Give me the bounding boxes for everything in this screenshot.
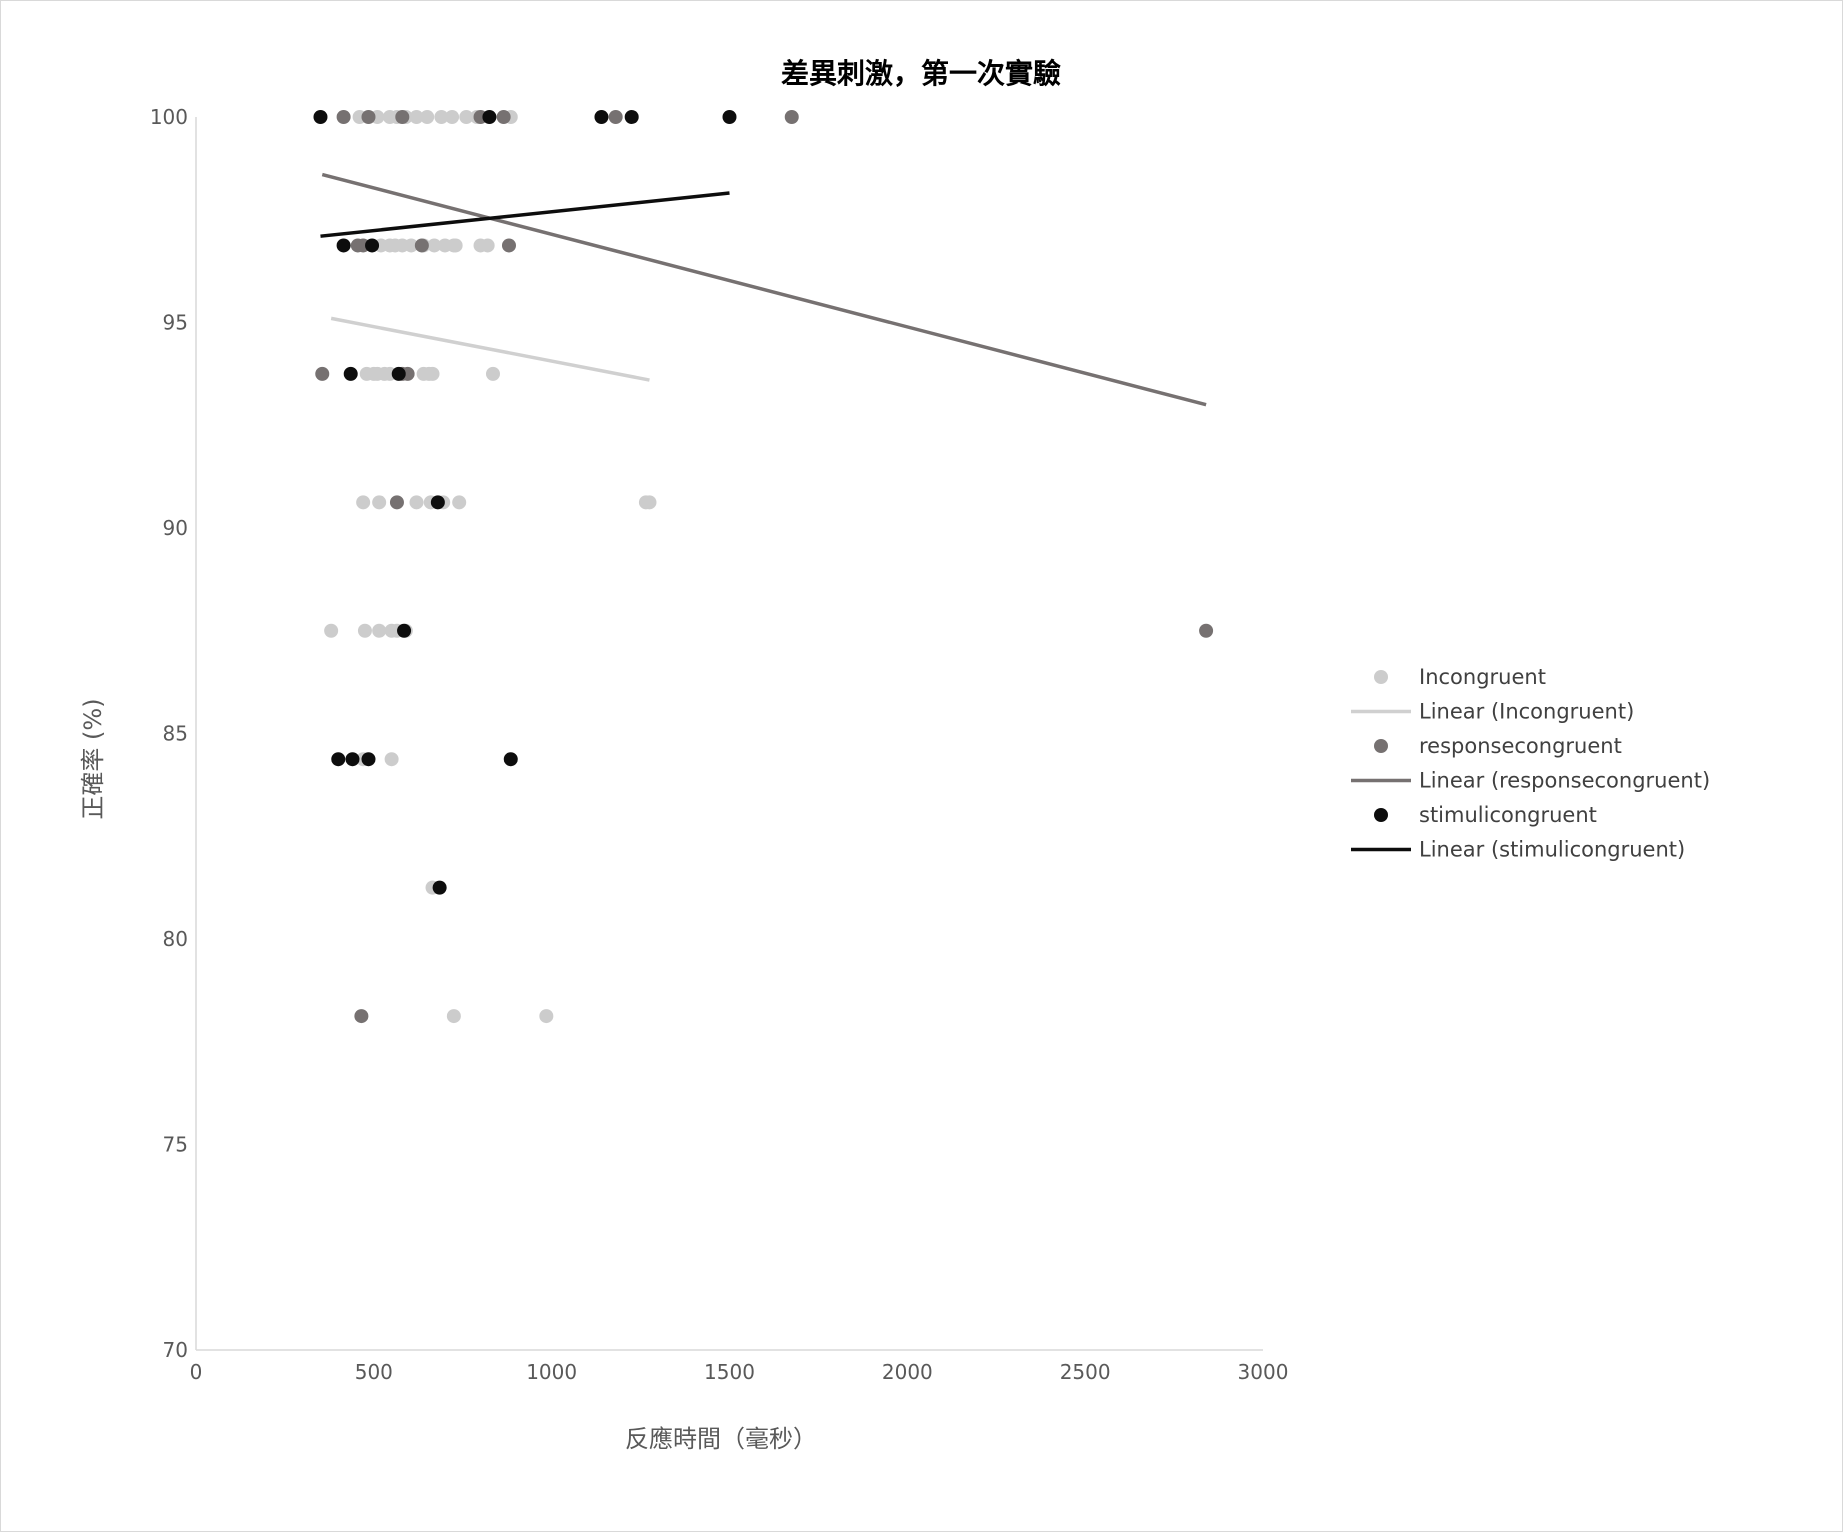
x-tick-label: 3000 (1238, 1360, 1289, 1384)
data-point (452, 495, 467, 510)
data-point (345, 752, 360, 767)
data-point (642, 495, 657, 510)
data-point (409, 110, 424, 124)
data-point (432, 880, 447, 895)
y-tick-label: 75 (163, 1133, 188, 1157)
legend-label: stimulicongruent (1419, 803, 1597, 827)
legend: Incongruent Linear (Incongruent) responsec… (1351, 665, 1710, 862)
data-point (357, 623, 372, 638)
data-point (324, 623, 339, 638)
trendline-incongruent (330, 316, 650, 382)
data-point (427, 238, 442, 253)
data-point (404, 238, 419, 253)
y-tick-label: 85 (163, 722, 188, 746)
y-axis-title: 正確率 (%) (79, 698, 107, 819)
series-stimulicongruent (313, 110, 737, 895)
data-point (482, 110, 497, 124)
x-tick-label: 1500 (704, 1360, 755, 1384)
x-tick-label: 2500 (1060, 1360, 1111, 1384)
data-point (496, 110, 511, 124)
data-point (414, 238, 429, 253)
trendline-responsecongruent (321, 172, 1207, 407)
data-point (372, 623, 387, 638)
data-point (448, 238, 463, 253)
data-point (539, 1009, 554, 1024)
data-point (354, 1009, 369, 1024)
x-axis-title: 反應時間（毫秒） (625, 1425, 817, 1453)
legend-label: Linear (Incongruent) (1419, 700, 1634, 724)
x-tick-label: 2000 (882, 1360, 933, 1384)
data-point (361, 752, 376, 767)
data-point (485, 366, 500, 381)
data-points (313, 110, 1214, 1024)
data-point (356, 495, 371, 510)
y-tick-label: 80 (163, 927, 188, 951)
legend-label: responsecongruent (1419, 734, 1622, 758)
y-tick-label: 70 (163, 1338, 188, 1362)
data-point (384, 752, 399, 767)
data-point (331, 752, 346, 767)
y-tick-label: 95 (163, 311, 188, 335)
data-point (343, 366, 358, 381)
data-point (409, 495, 424, 510)
data-point (336, 238, 351, 253)
y-tick-label: 100 (150, 105, 188, 129)
data-point (336, 110, 351, 124)
data-point (1199, 623, 1214, 638)
data-point (784, 110, 799, 124)
data-point (434, 110, 449, 124)
data-point (313, 110, 328, 124)
data-point (361, 110, 376, 124)
data-point (446, 1009, 461, 1024)
data-point (397, 623, 412, 638)
data-point (594, 110, 609, 124)
legend-marker (1374, 670, 1388, 684)
legend-label: Linear (responsecongruent) (1419, 769, 1710, 793)
data-point (501, 238, 516, 253)
data-point (389, 495, 404, 510)
legend-label: Incongruent (1419, 665, 1546, 689)
data-point (365, 238, 380, 253)
data-point (624, 110, 639, 124)
x-tick-label: 1000 (526, 1360, 577, 1384)
data-point (420, 110, 435, 124)
data-point (430, 495, 445, 510)
data-point (503, 752, 518, 767)
data-point (391, 366, 406, 381)
data-point (480, 238, 495, 253)
data-point (372, 495, 387, 510)
trendline-stimulicongruent (320, 191, 730, 238)
data-point (395, 110, 410, 124)
data-point (425, 366, 440, 381)
x-tick-label: 500 (355, 1360, 393, 1384)
chart-title: 差異刺激，第一次實驗 (781, 57, 1061, 90)
data-point (722, 110, 737, 124)
data-point (608, 110, 623, 124)
x-tick-label: 0 (190, 1360, 203, 1384)
legend-label: Linear (stimulicongruent) (1419, 838, 1685, 862)
trendlines (320, 172, 1207, 407)
legend-marker (1374, 808, 1388, 822)
data-point (445, 110, 460, 124)
data-point (459, 110, 474, 124)
legend-marker (1374, 739, 1388, 753)
y-tick-label: 90 (163, 516, 188, 540)
data-point (315, 366, 330, 381)
